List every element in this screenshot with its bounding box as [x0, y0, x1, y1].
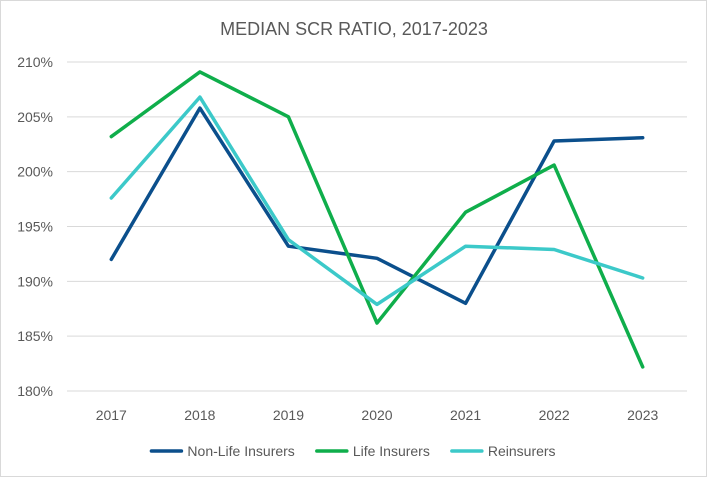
x-tick-label: 2018: [184, 407, 215, 423]
x-tick-label: 2017: [96, 407, 127, 423]
series-line-life-insurers: [109, 70, 645, 369]
y-tick-label: 185%: [17, 328, 53, 344]
gridlines: [67, 61, 687, 392]
y-tick-label: 205%: [17, 109, 53, 125]
x-axis-ticks: 2017 2018 2019 2020 2021 2022 2023: [96, 407, 659, 423]
series-lines: [109, 70, 645, 369]
series-line-non-life-insurers: [109, 106, 645, 306]
y-tick-label: 210%: [17, 54, 53, 70]
y-tick-label: 190%: [17, 273, 53, 289]
x-tick-label: 2023: [627, 407, 658, 423]
x-tick-label: 2022: [539, 407, 570, 423]
legend-label: Reinsurers: [488, 443, 556, 459]
y-axis-ticks: 180% 185% 190% 195% 200% 205% 210%: [17, 54, 53, 399]
series-line-reinsurers: [109, 95, 645, 307]
chart-title: MEDIAN SCR RATIO, 2017-2023: [220, 19, 488, 39]
legend: Non-Life Insurers Life Insurers Reinsurers: [149, 443, 556, 459]
legend-label: Non-Life Insurers: [187, 443, 294, 459]
legend-label: Life Insurers: [353, 443, 430, 459]
y-tick-label: 180%: [17, 383, 53, 399]
x-tick-label: 2019: [273, 407, 304, 423]
y-tick-label: 200%: [17, 164, 53, 180]
y-tick-label: 195%: [17, 219, 53, 235]
x-tick-label: 2020: [361, 407, 392, 423]
x-tick-label: 2021: [450, 407, 481, 423]
